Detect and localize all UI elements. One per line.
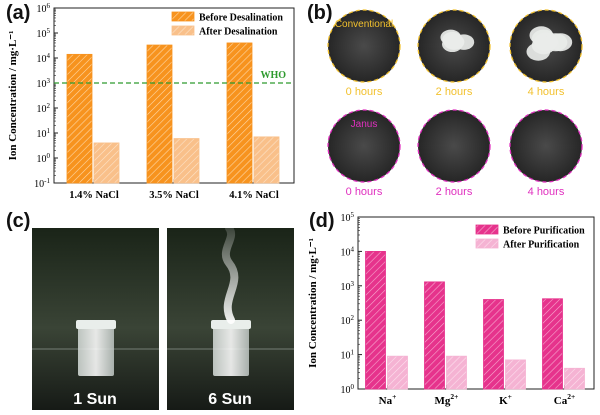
sample-outline <box>417 109 491 183</box>
salt-crystal <box>543 33 568 52</box>
time-label: 0 hours <box>346 186 383 198</box>
panel-c-label: (c) <box>6 210 31 232</box>
evaporator-top <box>76 320 116 329</box>
y-tick-label: 105 <box>37 27 51 40</box>
sample-type-label: Janus <box>351 119 378 130</box>
time-label: 4 hours <box>528 186 565 198</box>
x-tick-label: 1.4% NaCl <box>69 190 119 201</box>
y-tick-label: 103 <box>341 280 355 293</box>
panel-b-label: (b) <box>307 2 333 24</box>
salt-crystal <box>526 42 551 61</box>
legend-label: Before Purification <box>503 226 585 237</box>
bar-after-purification <box>564 367 585 390</box>
y-tick-label: 101 <box>37 127 51 140</box>
foam-sample <box>328 110 400 182</box>
y-tick-label: 104 <box>341 245 355 258</box>
photo-grid-b: 0 hours 2 hours 4 hours Conventional 0 hours… <box>327 9 583 198</box>
x-tick-label: Mg2+ <box>435 392 459 407</box>
y-axis-label: Ion Concentration / mg·L⁻¹ <box>7 31 19 161</box>
bar-after-purification <box>446 355 467 390</box>
y-tick-label: 102 <box>341 314 355 327</box>
y-tick-label: 102 <box>37 102 51 115</box>
bar-before-desalination <box>226 42 253 184</box>
photo-frame <box>32 228 159 410</box>
who-label: WHO <box>260 70 286 81</box>
bar-before-purification <box>542 298 563 390</box>
y-tick-label: 101 <box>341 349 355 362</box>
photo-panel-c: 1 Sun 6 Sun <box>32 228 294 410</box>
bar-after-desalination <box>253 136 280 184</box>
y-tick-label: 100 <box>37 152 51 165</box>
evaporator-cup <box>213 326 249 376</box>
bar-before-purification <box>365 251 386 390</box>
panel-a-label: (a) <box>6 2 31 24</box>
panel-d-label: (d) <box>309 210 335 232</box>
x-tick-label: Ca2+ <box>554 392 575 407</box>
x-tick-label: K+ <box>499 392 512 407</box>
bar-after-desalination <box>173 138 200 184</box>
bar-after-desalination <box>93 142 120 184</box>
bar-before-desalination <box>66 53 93 184</box>
steam-plume <box>221 228 239 324</box>
foam-sample <box>328 10 400 82</box>
bar-after-purification <box>505 359 526 390</box>
legend-swatch <box>475 238 499 249</box>
evaporator-top <box>211 320 251 329</box>
plot-frame <box>357 216 595 390</box>
time-label: 0 hours <box>346 86 383 98</box>
salt-crystal <box>442 31 463 48</box>
legend-swatch <box>171 25 195 36</box>
x-tick-label: Na+ <box>379 392 397 407</box>
legend-label: Before Desalination <box>199 13 283 24</box>
bar-before-desalination <box>146 44 173 184</box>
sample-outline <box>417 9 491 83</box>
y-tick-label: 103 <box>37 77 51 90</box>
sun-caption: 1 Sun <box>73 391 117 408</box>
bar-after-purification <box>387 355 408 390</box>
y-tick-label: 10-1 <box>34 177 50 190</box>
foam-sample <box>418 110 490 182</box>
legend-swatch <box>475 224 499 235</box>
y-tick-label: 105 <box>341 211 355 224</box>
chart-d: 100 101 102 103 104 105 Ion Concentration / mg… <box>307 211 595 407</box>
time-label: 2 hours <box>436 186 473 198</box>
legend-label: After Purification <box>503 240 580 251</box>
sample-outline <box>509 109 583 183</box>
y-axis-label: Ion Concentration / mg·L⁻¹ <box>307 238 319 368</box>
legend-label: After Desalination <box>199 27 278 38</box>
sun-caption: 6 Sun <box>208 391 252 408</box>
evaporator-cup <box>78 326 114 376</box>
sample-outline <box>327 9 401 83</box>
bar-before-purification <box>424 281 445 390</box>
time-label: 4 hours <box>528 86 565 98</box>
sample-type-label: Conventional <box>335 19 393 30</box>
legend-swatch <box>171 11 195 22</box>
y-tick-label: 100 <box>341 383 355 396</box>
foam-sample <box>510 110 582 182</box>
x-tick-label: 4.1% NaCl <box>229 190 279 201</box>
x-tick-label: 3.5% NaCl <box>149 190 199 201</box>
time-label: 2 hours <box>436 86 473 98</box>
sample-outline <box>327 109 401 183</box>
bar-before-purification <box>483 299 504 390</box>
y-tick-label: 106 <box>37 2 51 15</box>
sample-outline <box>509 9 583 83</box>
y-tick-label: 104 <box>37 52 51 65</box>
chart-a: 10-1 100 101 102 103 104 105 106 Ion Concentrati… <box>7 2 295 201</box>
